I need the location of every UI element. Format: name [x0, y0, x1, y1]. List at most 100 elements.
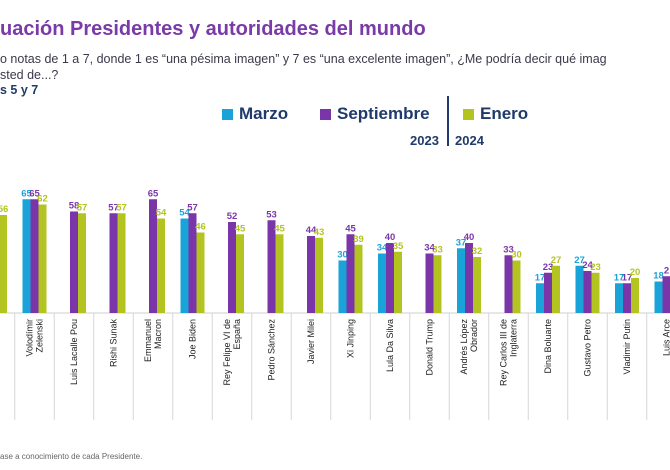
value-label-joe-biden-marzo: 54 — [179, 208, 190, 219]
bar-lula-da-silva-septiembre — [386, 243, 394, 313]
value-label-volodimir-zelenski-septiembre: 65 — [29, 188, 40, 199]
question-text-line-1: o notas de 1 a 7, donde 1 es “una pésima… — [0, 52, 607, 66]
bar-gustavo-petro-marzo — [575, 265, 584, 313]
value-label-emmanuel-macron-septiembre: 65 — [148, 188, 159, 199]
bar-andres-lopez-obrador-marzo — [457, 248, 465, 313]
value-label-luis-arce-septiembre: 2 — [664, 265, 669, 276]
value-label-pedro-sanchez-enero: 45 — [274, 223, 285, 234]
bar-vladimir-putin-enero — [631, 278, 639, 313]
category-label-vladimir-putin: Vladimir Putin — [622, 319, 632, 375]
bar-justin-trudeau-enero — [0, 215, 7, 313]
bar-donald-trump-septiembre — [425, 253, 434, 313]
bar-donald-trump-enero — [433, 255, 442, 313]
year-divider — [447, 96, 449, 146]
bar-rey-felipe-vi-de-espana-enero — [236, 234, 244, 313]
bar-joe-biden-marzo — [180, 218, 189, 313]
bar-rey-carlos-iii-de-inglaterra-septiembre — [504, 255, 513, 313]
value-label-vladimir-putin-septiembre: 17 — [622, 272, 633, 283]
bar-emmanuel-macron-septiembre — [149, 199, 157, 313]
footnote: ase a conocimiento de cada Presidente. — [0, 452, 143, 461]
value-label-volodimir-zelenski-marzo: 65 — [21, 188, 32, 199]
bar-dina-boluarte-septiembre — [544, 272, 552, 313]
bar-volodimir-zelenski-septiembre — [30, 199, 39, 313]
bar-dina-boluarte-enero — [552, 265, 560, 313]
value-label-rey-felipe-vi-de-espana-enero: 45 — [235, 223, 246, 234]
bar-andres-lopez-obrador-septiembre — [465, 243, 473, 313]
value-label-pedro-sanchez-septiembre: 53 — [266, 209, 277, 220]
value-label-xi-jinping-marzo: 30 — [337, 250, 348, 261]
bar-xi-jinping-marzo — [338, 260, 347, 313]
legend-label-enero: Enero — [480, 104, 529, 123]
bar-vladimir-putin-marzo — [615, 283, 623, 313]
bar-xi-jinping-septiembre — [346, 234, 355, 313]
category-label-donald-trump: Donald Trump — [425, 319, 435, 376]
value-label-andres-lopez-obrador-enero: 32 — [472, 246, 483, 257]
legend-label-marzo: Marzo — [239, 104, 289, 123]
legend-label-septiembre: Septiembre — [337, 104, 430, 123]
bar-rishi-sunak-enero — [117, 213, 126, 313]
value-label-rey-carlos-iii-de-inglaterra-enero: 30 — [511, 250, 522, 261]
year-label-2024: 2024 — [455, 133, 484, 148]
bar-rey-felipe-vi-de-espana-septiembre — [228, 222, 236, 313]
value-label-dina-boluarte-septiembre: 23 — [543, 262, 554, 273]
category-label-pedro-sanchez: Pedro Sánchez — [267, 319, 277, 381]
bar-javier-milei-enero — [315, 237, 323, 313]
value-label-rey-carlos-iii-de-inglaterra-septiembre: 33 — [503, 244, 514, 255]
value-label-lula-da-silva-septiembre: 40 — [385, 232, 396, 243]
category-label-dina-boluarte: Dina Boluarte — [543, 319, 553, 374]
chart-subtitle: s 5 y 7 — [0, 83, 39, 97]
bar-luis-lacalle-pou-septiembre — [70, 211, 78, 313]
value-label-andres-lopez-obrador-septiembre: 40 — [464, 232, 475, 243]
bar-rey-carlos-iii-de-inglaterra-enero — [512, 260, 521, 313]
legend-swatch-marzo — [222, 108, 233, 120]
bar-joe-biden-enero — [196, 232, 205, 313]
legend-swatch-enero — [463, 108, 474, 120]
question-text-line-2: sted de...? — [0, 68, 59, 82]
category-label-rey-carlos-iii-de-inglaterra: Rey Carlos III deInglaterra — [499, 319, 519, 386]
value-label-rishi-sunak-septiembre: 57 — [108, 202, 119, 213]
bar-pedro-sanchez-septiembre — [267, 220, 276, 313]
bar-volodimir-zelenski-enero — [38, 204, 47, 313]
bar-joe-biden-septiembre — [188, 213, 197, 313]
value-label-lula-da-silva-marzo: 34 — [377, 243, 388, 254]
bar-javier-milei-septiembre — [307, 236, 315, 313]
value-label-xi-jinping-enero: 39 — [353, 234, 364, 245]
value-label-gustavo-petro-enero: 23 — [590, 262, 601, 273]
value-label-emmanuel-macron-enero: 54 — [156, 208, 167, 219]
value-label-gustavo-petro-septiembre: 24 — [582, 260, 593, 271]
value-label-gustavo-petro-marzo: 27 — [574, 255, 585, 266]
category-label-xi-jinping: Xi Jinping — [346, 319, 356, 358]
bar-vladimir-putin-septiembre — [623, 283, 631, 313]
category-label-volodimir-zelenski: VolodímirZelenski — [25, 319, 45, 357]
bar-lula-da-silva-marzo — [378, 253, 386, 313]
bar-luis-arce-septiembre — [662, 276, 670, 313]
category-label-emmanuel-macron: EmmanuelMacron — [143, 319, 163, 362]
bar-dina-boluarte-marzo — [536, 283, 544, 313]
value-label-rishi-sunak-enero: 57 — [116, 202, 127, 213]
bar-andres-lopez-obrador-enero — [473, 257, 481, 313]
value-label-xi-jinping-septiembre: 45 — [345, 223, 356, 234]
bar-pedro-sanchez-enero — [275, 234, 284, 313]
category-label-rishi-sunak: Rishi Sunak — [109, 319, 119, 368]
year-label-2023: 2023 — [410, 133, 439, 148]
bar-emmanuel-macron-enero — [157, 218, 165, 313]
bar-xi-jinping-enero — [354, 244, 363, 313]
value-label-volodimir-zelenski-enero: 62 — [37, 194, 48, 205]
value-label-rey-felipe-vi-de-espana-septiembre: 52 — [227, 211, 238, 222]
category-label-javier-milei: Javier Milei — [306, 319, 316, 364]
category-label-luis-arce: Luis Arce — [662, 319, 670, 356]
legend-item-enero: Enero — [463, 104, 528, 124]
value-label-justin-trudeau-enero: 56 — [0, 204, 8, 215]
category-label-gustavo-petro: Gustavo Petro — [583, 319, 593, 377]
category-label-lula-da-silva: Lula Da Silva — [385, 319, 395, 372]
value-label-donald-trump-septiembre: 34 — [424, 243, 435, 254]
category-label-joe-biden: Joe Biden — [188, 319, 198, 359]
bar-volodimir-zelenski-marzo — [22, 199, 31, 313]
chart-title: uación Presidentes y autoridades del mun… — [0, 18, 426, 40]
bar-luis-arce-marzo — [654, 281, 663, 313]
value-label-lula-da-silva-enero: 35 — [393, 241, 404, 252]
bar-gustavo-petro-septiembre — [583, 271, 592, 313]
bar-luis-lacalle-pou-enero — [78, 213, 86, 313]
value-label-joe-biden-septiembre: 57 — [187, 202, 198, 213]
